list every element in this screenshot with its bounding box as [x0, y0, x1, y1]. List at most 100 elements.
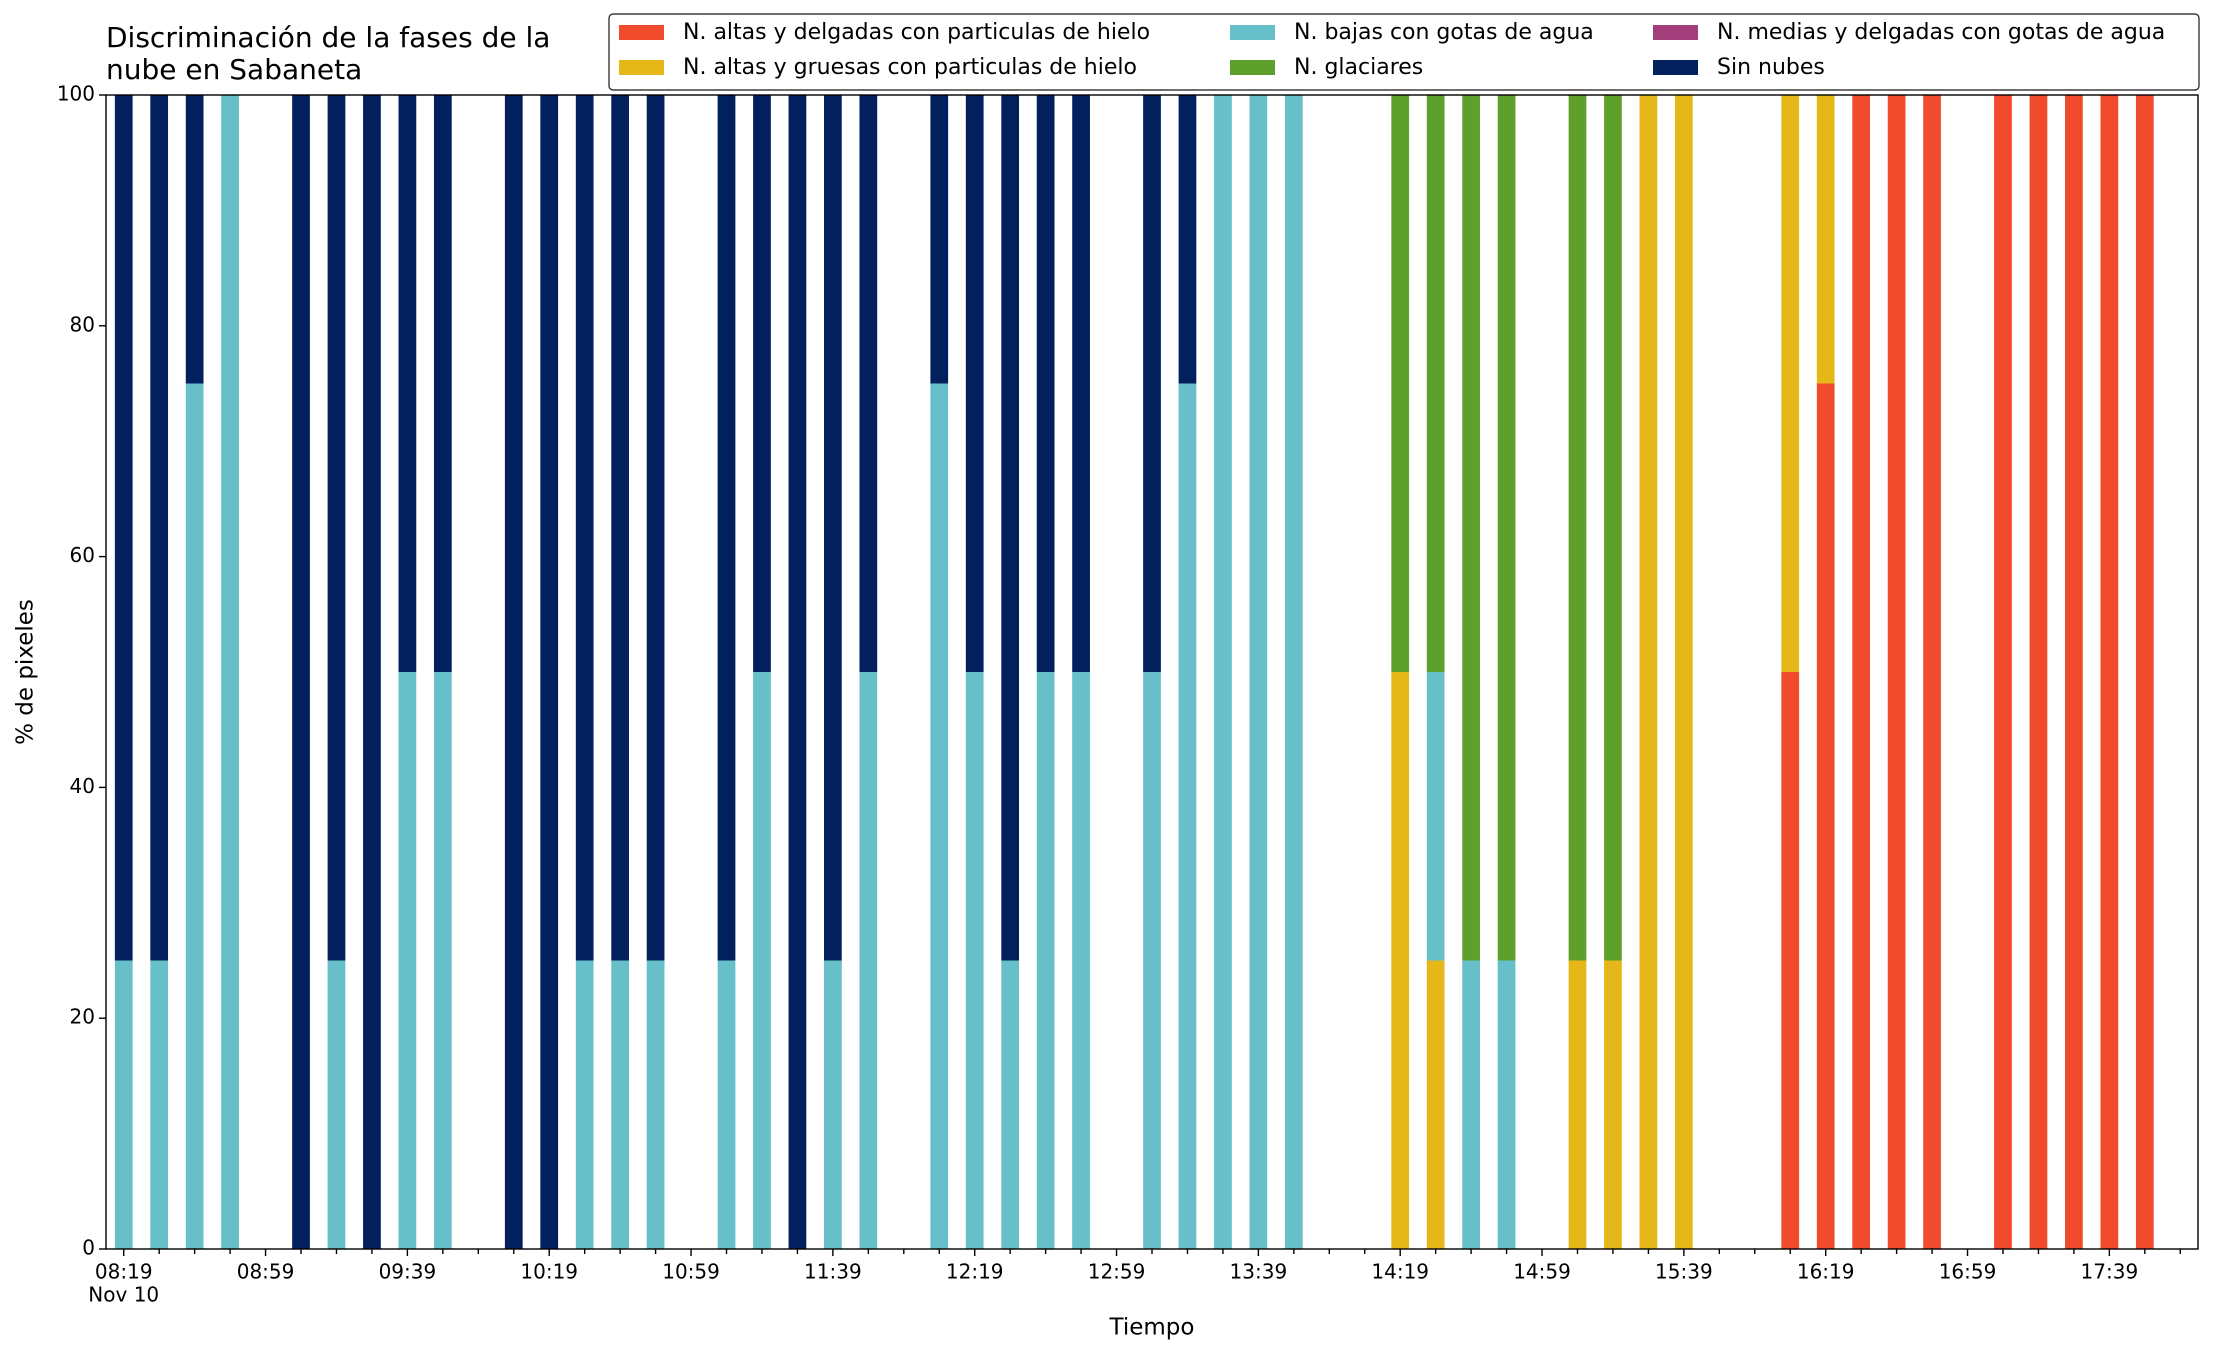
bar-segment — [1462, 960, 1480, 1249]
bar-segment — [1604, 95, 1622, 961]
bar-segment — [1391, 95, 1410, 672]
bar-segment — [433, 672, 452, 1249]
bar-segment — [1568, 95, 1587, 961]
x-tick-label: 08:59 — [237, 1260, 295, 1284]
x-tick-label: 09:39 — [379, 1260, 437, 1284]
legend-swatch — [619, 25, 664, 40]
bar-segment — [1675, 95, 1693, 1249]
x-tick-label: 17:39 — [2081, 1260, 2139, 1284]
legend-label: N. bajas con gotas de agua — [1294, 20, 1594, 45]
bar-segment — [611, 95, 629, 961]
bar-segment — [1426, 95, 1445, 672]
bar-segment — [327, 960, 346, 1249]
bar-segment — [1781, 95, 1800, 672]
bar-segment — [221, 95, 239, 1249]
bar-segment — [575, 95, 594, 961]
x-tick-label: 16:19 — [1797, 1260, 1855, 1284]
legend-swatch — [1230, 25, 1275, 40]
bar-segment — [824, 960, 842, 1249]
legend-swatch — [1230, 60, 1275, 75]
y-axis-label: % de pixeles — [13, 599, 39, 745]
bar-segment — [150, 960, 169, 1249]
bar-segment — [1036, 95, 1055, 672]
plot-frame — [105, 94, 2199, 1250]
bar-segment — [504, 95, 523, 1249]
x-tick-label: 15:39 — [1655, 1260, 1713, 1284]
bar-segment — [2029, 95, 2048, 1249]
bar-segment — [398, 95, 417, 672]
bar-segment — [575, 960, 594, 1249]
y-tick-label: 80 — [70, 312, 95, 336]
bar-segment — [1072, 672, 1090, 1249]
bar-segment — [1214, 95, 1232, 1249]
bar-segment — [1781, 672, 1800, 1249]
legend-label: Sin nubes — [1717, 55, 1825, 80]
chart-title: Discriminación de la fases de la nube en… — [106, 21, 551, 86]
y-tick-label: 20 — [70, 1005, 95, 1029]
bar-segment — [1497, 960, 1516, 1249]
bar-segment — [114, 960, 133, 1249]
x-tick-label: 14:59 — [1513, 1260, 1571, 1284]
x-axis-label: Tiempo — [1109, 1315, 1195, 1341]
bar-segment — [859, 672, 878, 1249]
bar-segment — [859, 95, 878, 672]
bar-segment — [398, 672, 417, 1249]
legend-swatch — [619, 60, 664, 75]
x-date-label: Nov 10 — [88, 1283, 159, 1307]
bar-segment — [1604, 960, 1622, 1249]
legend-label: N. altas y gruesas con particulas de hie… — [683, 55, 1137, 80]
bar-segment — [1426, 960, 1445, 1249]
bar-segment — [1923, 95, 1941, 1249]
bar-segment — [1816, 383, 1835, 1249]
y-tick-label: 0 — [82, 1236, 95, 1260]
bar-segment — [753, 95, 771, 672]
bar-segment — [2065, 95, 2083, 1249]
bar-segment — [717, 95, 736, 961]
bar-segment — [1852, 95, 1871, 1249]
legend-swatch — [1653, 60, 1698, 75]
bar-segment — [930, 95, 949, 384]
bar-segment — [1639, 95, 1658, 1249]
y-tick-label: 40 — [70, 774, 95, 798]
bar-segment — [327, 95, 346, 961]
legend-box — [608, 13, 2200, 91]
bar-segment — [717, 960, 736, 1249]
bar-segment — [363, 95, 381, 1249]
bar-segment — [1178, 383, 1197, 1249]
bar-segment — [824, 95, 842, 961]
bar-segment — [1816, 95, 1835, 384]
legend-label: N. altas y delgadas con particulas de hi… — [683, 20, 1150, 45]
x-tick-label: 12:59 — [1088, 1260, 1146, 1284]
y-tick-label: 100 — [57, 82, 95, 106]
x-tick-label: 16:59 — [1939, 1260, 1997, 1284]
bar-segment — [1001, 95, 1020, 961]
bar-segment — [185, 383, 204, 1249]
bar-segment — [1391, 672, 1410, 1249]
bar-segment — [150, 95, 169, 961]
bar-segment — [2135, 95, 2154, 1249]
legend-swatch — [1653, 25, 1698, 40]
bar-segment — [1284, 95, 1303, 1249]
bar-segment — [1426, 672, 1445, 961]
bar-segment — [185, 95, 204, 384]
bar-segment — [2100, 95, 2119, 1249]
x-tick-label: 14:19 — [1371, 1260, 1429, 1284]
bar-segment — [540, 95, 559, 1249]
x-tick-label: 13:39 — [1230, 1260, 1288, 1284]
bar-segment — [646, 960, 665, 1249]
bar-segment — [292, 95, 310, 1249]
y-tick-label: 60 — [70, 543, 95, 567]
bar-segment — [1887, 95, 1906, 1249]
legend-label: N. glaciares — [1294, 55, 1423, 80]
bar-segment — [433, 95, 452, 672]
bar-segment — [1249, 95, 1268, 1249]
bar-segment — [1178, 95, 1197, 384]
bar-segment — [965, 95, 984, 672]
x-tick-label: 08:19 — [95, 1260, 153, 1284]
bar-segment — [1001, 960, 1020, 1249]
bar-segment — [1072, 95, 1090, 672]
bar-segment — [1143, 95, 1161, 672]
x-tick-label: 10:59 — [662, 1260, 720, 1284]
